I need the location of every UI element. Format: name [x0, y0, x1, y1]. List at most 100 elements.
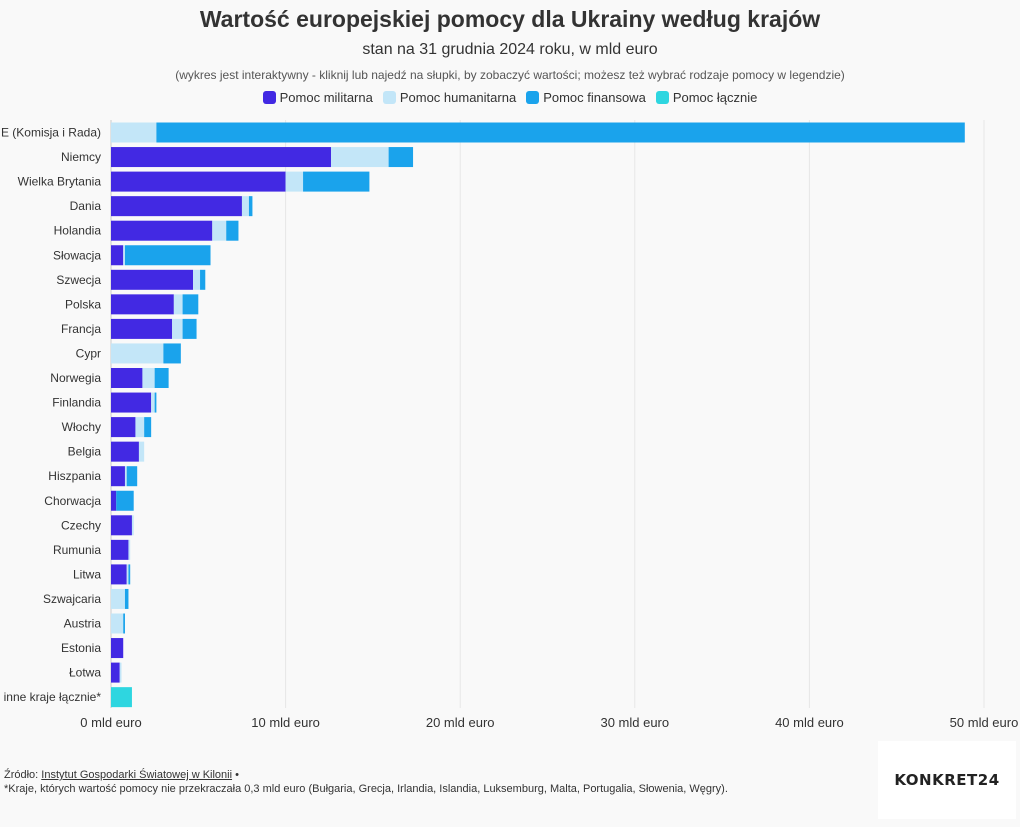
bar-segment[interactable]: [200, 269, 206, 290]
chart-note: (wykres jest interaktywny - kliknij lub …: [175, 68, 845, 82]
legend: Pomoc militarna Pomoc humanitarna Pomoc …: [0, 90, 1020, 105]
bar-segment[interactable]: [330, 147, 389, 168]
legend-swatch-militarna: [262, 91, 276, 104]
source-suffix: •: [232, 769, 239, 781]
bar-segment[interactable]: [111, 245, 124, 266]
bar-segment[interactable]: [111, 392, 152, 413]
bar-segment[interactable]: [142, 368, 155, 388]
legend-swatch-lacznie: [655, 91, 669, 104]
bar-segment[interactable]: [111, 564, 127, 585]
category-label: Estonia: [61, 641, 101, 655]
bar-segment[interactable]: [285, 171, 304, 192]
bar-segment[interactable]: [154, 368, 169, 388]
category-label: Austria: [64, 617, 102, 631]
konkret24-logo: KONKRET24: [894, 771, 1000, 789]
bar-segment[interactable]: [128, 539, 131, 560]
bar-segment[interactable]: [173, 294, 183, 315]
legend-item-lacznie[interactable]: Pomoc łącznie: [655, 90, 757, 105]
bar-segment[interactable]: [111, 662, 120, 683]
category-label: inne kraje łącznie*: [4, 690, 102, 704]
x-tick-label: 50 mld euro: [950, 715, 1019, 730]
bar-segment[interactable]: [241, 196, 249, 217]
category-label: Cypr: [76, 346, 101, 360]
category-label: Litwa: [73, 567, 101, 581]
bar-segment[interactable]: [111, 687, 132, 708]
chart-title: Wartość europejskiej pomocy dla Ukrainy …: [199, 6, 821, 32]
bar-segment[interactable]: [124, 466, 127, 487]
bar-segment[interactable]: [111, 613, 124, 634]
bar-segment[interactable]: [123, 613, 125, 634]
bar-segment[interactable]: [144, 417, 152, 438]
bar-segment[interactable]: [248, 196, 253, 217]
category-label: Wielka Brytania: [18, 175, 102, 189]
bar-segment[interactable]: [128, 564, 131, 585]
x-tick-label: 10 mld euro: [251, 715, 320, 730]
footer: Źródło: Instytut Gospodarki Światowej w …: [4, 768, 728, 796]
bar-segment[interactable]: [182, 318, 197, 339]
bar-segment[interactable]: [193, 269, 201, 290]
bar-segment[interactable]: [126, 564, 129, 585]
source-prefix: Źródło:: [4, 769, 42, 781]
legend-item-militarna[interactable]: Pomoc militarna: [262, 90, 373, 105]
bar-segment[interactable]: [111, 588, 125, 609]
bar-segment[interactable]: [111, 441, 139, 462]
category-label: Dania: [70, 199, 102, 213]
footnote: *Kraje, których wartość pomocy nie przek…: [4, 783, 728, 795]
bar-segment[interactable]: [111, 294, 174, 315]
bar-segment[interactable]: [138, 441, 145, 462]
bar-segment[interactable]: [135, 417, 145, 438]
category-label: Szwecja: [56, 273, 101, 287]
bar-segment[interactable]: [111, 269, 194, 290]
bar-segment[interactable]: [111, 122, 157, 143]
bar-segment[interactable]: [151, 392, 155, 413]
legend-swatch-finansowa: [526, 91, 540, 104]
legend-label-humanitarna: Pomoc humanitarna: [399, 90, 517, 105]
bar-segment[interactable]: [212, 220, 227, 241]
bar-segment[interactable]: [111, 196, 242, 217]
bar-segment[interactable]: [119, 662, 122, 683]
bar-segment[interactable]: [126, 466, 138, 487]
category-label: Niemcy: [61, 150, 101, 164]
bar-segment[interactable]: [111, 171, 286, 192]
category-label: UE (Komisja i Rada): [0, 126, 101, 140]
legend-swatch-humanitarna: [382, 91, 396, 104]
category-label: Chorwacja: [44, 494, 101, 508]
x-tick-label: 20 mld euro: [426, 715, 495, 730]
legend-item-finansowa[interactable]: Pomoc finansowa: [526, 90, 646, 105]
bar-segment[interactable]: [172, 318, 183, 339]
bar-segment[interactable]: [111, 638, 124, 659]
bar-segment[interactable]: [131, 515, 134, 536]
bar-segment[interactable]: [154, 392, 157, 413]
category-label: Holandia: [54, 224, 102, 238]
bar-segment[interactable]: [111, 417, 136, 438]
bar-segment[interactable]: [124, 245, 211, 266]
bar-segment[interactable]: [156, 122, 965, 143]
bar-segment[interactable]: [111, 343, 164, 364]
bar-segment[interactable]: [111, 147, 331, 168]
category-label: Belgia: [68, 445, 102, 459]
bar-segment[interactable]: [111, 515, 132, 536]
bar-segment[interactable]: [226, 220, 239, 241]
bar-segment[interactable]: [111, 539, 129, 560]
bar-segment[interactable]: [388, 147, 414, 168]
category-label: Polska: [65, 297, 101, 311]
bar-segment[interactable]: [182, 294, 199, 315]
bar-segment[interactable]: [111, 368, 143, 388]
category-label: Hiszpania: [48, 469, 101, 483]
category-label: Włochy: [62, 420, 101, 434]
source-link[interactable]: Instytut Gospodarki Światowej w Kilonii: [41, 769, 233, 781]
bar-segment[interactable]: [123, 245, 125, 266]
x-tick-label: 40 mld euro: [775, 715, 844, 730]
bar-segment[interactable]: [111, 220, 213, 241]
bar-segment[interactable]: [111, 318, 173, 339]
bar-segment[interactable]: [303, 171, 370, 192]
bar-segment[interactable]: [116, 490, 134, 511]
x-tick-label: 0 mld euro: [80, 715, 141, 730]
bar-segment[interactable]: [163, 343, 181, 364]
legend-label-militarna: Pomoc militarna: [279, 90, 373, 105]
bar-segment[interactable]: [111, 490, 117, 511]
chart-subtitle: stan na 31 grudnia 2024 roku, w mld euro: [362, 41, 658, 58]
legend-item-humanitarna[interactable]: Pomoc humanitarna: [382, 90, 517, 105]
bar-segment[interactable]: [111, 466, 125, 487]
bar-segment[interactable]: [124, 588, 129, 609]
